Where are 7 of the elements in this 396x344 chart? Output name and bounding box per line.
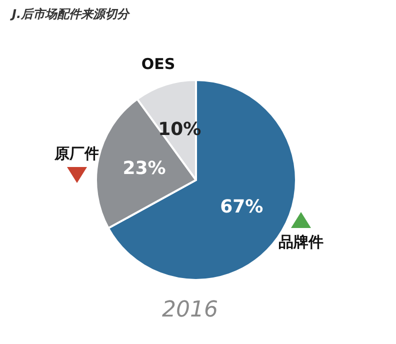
- data-label: 67%: [220, 196, 264, 218]
- slice-label: OES: [141, 54, 176, 73]
- slice-label: 原厂件: [53, 144, 100, 162]
- slice-label: 品牌件: [278, 233, 324, 252]
- data-label: 23%: [122, 158, 166, 179]
- text: 2016: [162, 298, 218, 322]
- chart-title: J.后市场配件来源切分: [10, 7, 132, 21]
